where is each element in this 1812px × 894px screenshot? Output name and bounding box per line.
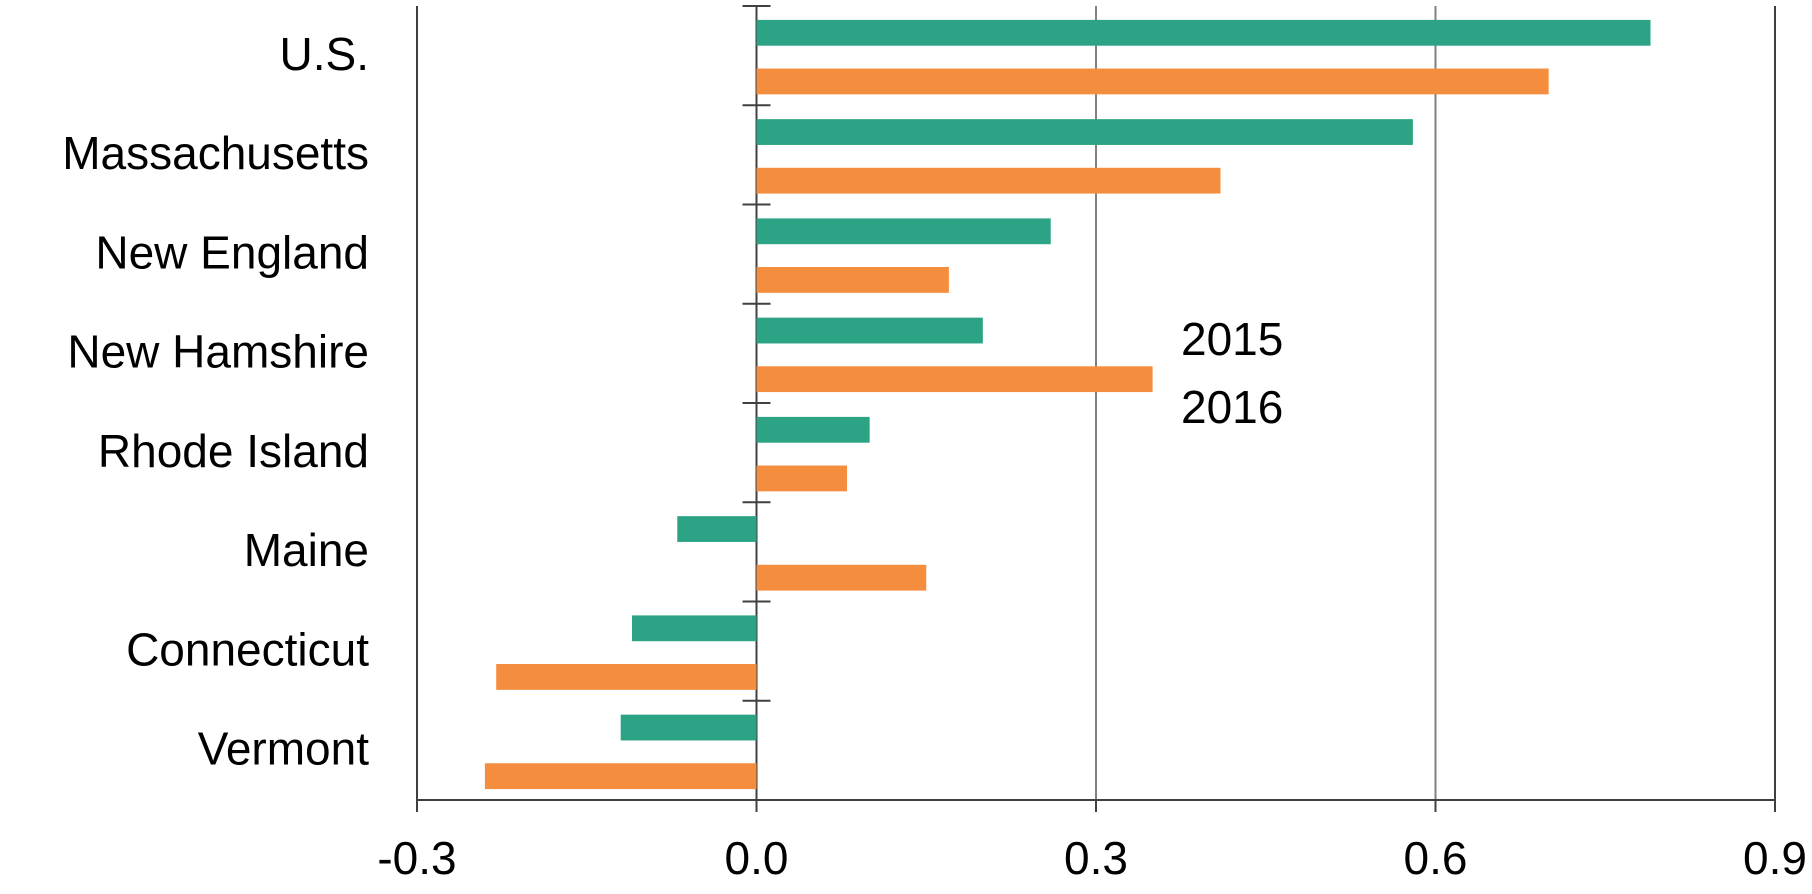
- x-tick-label: -0.3: [377, 832, 456, 884]
- legend-label: 2015: [1181, 313, 1283, 365]
- bar: [756, 19, 1651, 46]
- y-tick-label: Rhode Island: [98, 425, 369, 477]
- bar: [620, 714, 757, 741]
- y-tick-label: Massachusetts: [62, 127, 369, 179]
- bar: [756, 68, 1549, 95]
- legend-label: 2016: [1181, 381, 1283, 433]
- bar: [756, 267, 949, 293]
- y-tick-label: Maine: [244, 524, 369, 576]
- bar: [756, 218, 1051, 245]
- bar: [756, 465, 848, 492]
- bar: [756, 167, 1221, 194]
- bar: [632, 615, 757, 642]
- y-tick-label: Vermont: [198, 723, 370, 775]
- bar: [756, 119, 1413, 145]
- bar: [756, 416, 870, 443]
- bar: [677, 516, 757, 542]
- x-tick-label: 0.3: [1064, 832, 1128, 884]
- y-tick-label: New England: [95, 226, 369, 278]
- y-tick-label: New Hamshire: [67, 326, 369, 378]
- bar: [496, 664, 757, 690]
- x-tick-label: 0.0: [725, 832, 789, 884]
- x-tick-label: 0.9: [1743, 832, 1807, 884]
- y-tick-label: Connecticut: [126, 623, 369, 675]
- y-tick-label: U.S.: [280, 28, 369, 80]
- bar: [484, 763, 757, 790]
- x-tick-label: 0.6: [1404, 832, 1468, 884]
- bar: [756, 317, 983, 344]
- bar: [756, 366, 1153, 393]
- bar: [756, 564, 927, 591]
